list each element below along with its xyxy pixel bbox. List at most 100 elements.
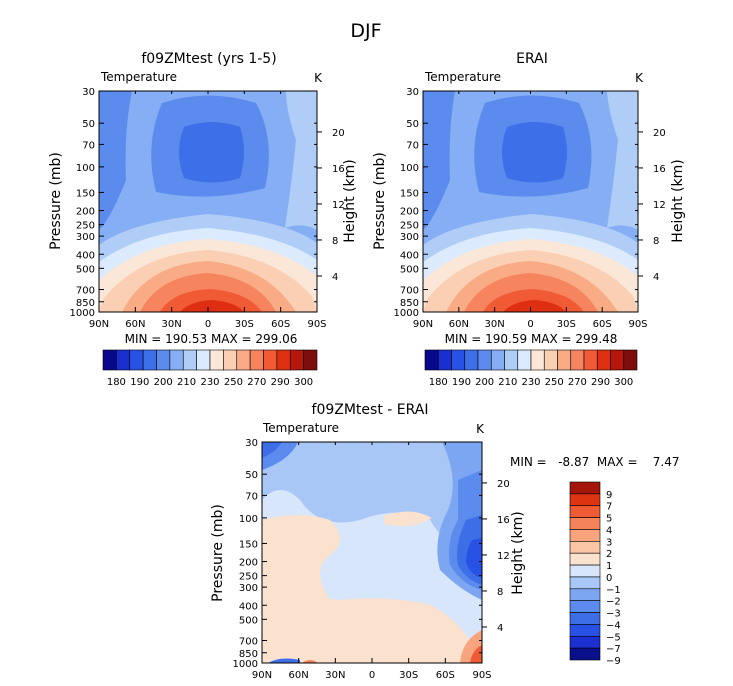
pressure-tick-label: 700 xyxy=(400,286,419,297)
colorbar-swatch xyxy=(569,576,601,590)
pressure-tick-label: 400 xyxy=(76,250,95,261)
colorbar-swatch xyxy=(249,349,264,371)
panel-reference-contours xyxy=(423,91,638,312)
colorbar-label: −2 xyxy=(606,597,621,608)
panel-difference-minmax: MIN = -8.87 MAX = 7.47 xyxy=(510,455,680,469)
pressure-tick-label: 1000 xyxy=(233,659,258,670)
height-tick-label: 4 xyxy=(332,272,338,283)
latitude-tick-label: 0 xyxy=(369,670,375,681)
latitude-tick-label: 90N xyxy=(252,670,272,681)
colorbar-swatch xyxy=(570,349,585,371)
panel-difference-ylabel: Pressure (mb) xyxy=(210,504,226,602)
contour-cold-core-inner xyxy=(179,122,244,183)
panel-reference-units-label: K xyxy=(635,71,644,85)
latitude-tick-label: 30S xyxy=(399,670,418,681)
panel-reference-variable-label: Temperature xyxy=(424,70,501,84)
height-tick-label: 16 xyxy=(653,164,666,175)
colorbar-swatch xyxy=(504,349,519,371)
colorbar-swatch xyxy=(569,552,601,566)
colorbar-label: −4 xyxy=(606,620,621,631)
panel-model-variable-label: Temperature xyxy=(100,70,177,84)
contour-upper-left-band xyxy=(99,91,132,230)
latitude-tick-label: 60N xyxy=(125,319,145,330)
panel-difference-y2label: Height (km) xyxy=(510,511,526,594)
colorbar-label: 230 xyxy=(521,377,540,388)
panel-reference-title: ERAI xyxy=(516,51,548,67)
latitude-tick-label: 90S xyxy=(628,319,647,330)
pressure-tick-label: 700 xyxy=(76,286,95,297)
latitude-tick-label: 30N xyxy=(325,670,345,681)
panel-model-contours xyxy=(99,91,317,312)
colorbar-swatch xyxy=(569,588,601,601)
colorbar-swatch xyxy=(182,349,197,371)
contour-upper-band xyxy=(262,442,482,545)
colorbar-swatch xyxy=(557,349,572,371)
colorbar-label: 2 xyxy=(606,549,612,560)
pressure-tick-label: 30 xyxy=(245,438,258,449)
panel-model-units-label: K xyxy=(314,71,323,85)
pressure-tick-label: 500 xyxy=(76,264,95,275)
pressure-tick-label: 400 xyxy=(400,250,419,261)
colorbar-swatch xyxy=(303,349,318,371)
colorbar-label: 1 xyxy=(606,561,612,572)
colorbar-swatch xyxy=(569,529,601,542)
contour-upper-right-band xyxy=(607,91,638,230)
colorbar-label: 210 xyxy=(177,377,196,388)
axes-layer: 305070100150200250300400500700850100090N… xyxy=(70,87,666,681)
pressure-tick-label: 300 xyxy=(239,583,258,594)
latitude-tick-label: 90S xyxy=(307,319,326,330)
colorbar-swatch xyxy=(451,349,466,371)
panel-difference: f09ZMtest - ERAI Temperature K Pressure … xyxy=(210,402,680,664)
contour-surface-left-cold xyxy=(268,658,300,663)
colorbar-swatch xyxy=(569,541,601,554)
colorbar-label: 200 xyxy=(154,377,173,388)
colorbar-label: 3 xyxy=(606,537,612,548)
pressure-tick-label: 250 xyxy=(239,572,258,583)
latitude-tick-label: 60S xyxy=(436,670,455,681)
pressure-tick-label: 300 xyxy=(400,232,419,243)
panel-model-y2label: Height (km) xyxy=(342,159,358,242)
contour-right-cold-4 xyxy=(466,538,482,578)
panel-difference-units-label: K xyxy=(476,422,485,436)
latitude-tick-label: 0 xyxy=(205,319,211,330)
pressure-tick-label: 150 xyxy=(400,188,419,199)
colorbar-swatch xyxy=(209,349,224,371)
pressure-tick-label: 850 xyxy=(400,298,419,309)
panel-difference-title: f09ZMtest - ERAI xyxy=(312,402,429,418)
colorbar-swatch xyxy=(102,349,117,371)
panel-reference-y2label: Height (km) xyxy=(670,159,686,242)
colorbar-label: 250 xyxy=(224,377,243,388)
height-tick-label: 20 xyxy=(653,128,666,139)
pressure-tick-label: 850 xyxy=(239,649,258,660)
panel-model-ylabel: Pressure (mb) xyxy=(48,152,64,250)
pressure-tick-label: 100 xyxy=(400,163,419,174)
colorbar-label: 5 xyxy=(606,514,612,525)
colorbar-label: 180 xyxy=(429,377,448,388)
contour-lower-right-warm-2 xyxy=(470,645,482,663)
panel-difference-contours xyxy=(262,442,482,663)
colorbar-swatch xyxy=(517,349,532,371)
colorbar-swatch xyxy=(169,349,184,371)
colorbar-swatch xyxy=(142,349,157,371)
colorbar-swatch xyxy=(129,349,144,371)
contour-upper-right-band xyxy=(285,91,317,230)
colorbar-swatch xyxy=(276,349,291,371)
height-tick-label: 20 xyxy=(497,479,510,490)
panel-model-title: f09ZMtest (yrs 1-5) xyxy=(141,51,276,67)
pressure-tick-label: 200 xyxy=(239,558,258,569)
pressure-tick-label: 100 xyxy=(239,514,258,525)
panel-difference-variable-label: Temperature xyxy=(262,421,339,435)
colorbar-label: 250 xyxy=(545,377,564,388)
pressure-tick-label: 300 xyxy=(76,232,95,243)
colorbar-swatch xyxy=(236,349,251,371)
latitude-tick-label: 90N xyxy=(413,319,433,330)
pressure-tick-label: 700 xyxy=(239,637,258,648)
colorbar-label: 290 xyxy=(271,377,290,388)
latitude-tick-label: 90N xyxy=(89,319,109,330)
pressure-tick-label: 70 xyxy=(82,140,95,151)
height-tick-label: 4 xyxy=(497,623,503,634)
height-tick-label: 20 xyxy=(332,128,345,139)
colorbar-swatch xyxy=(623,349,638,371)
colorbar-swatch xyxy=(437,349,452,371)
colorbar-label: −3 xyxy=(606,609,621,620)
